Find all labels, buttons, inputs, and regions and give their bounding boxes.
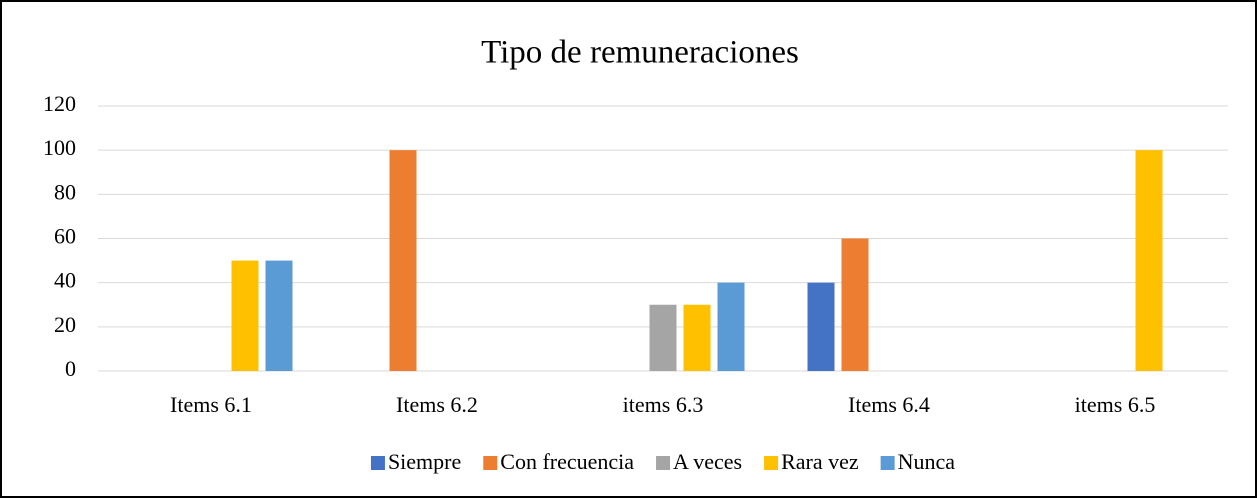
y-tick-label: 20: [54, 312, 76, 337]
y-tick-label: 120: [43, 91, 76, 116]
legend-label: Siempre: [388, 449, 461, 474]
y-tick-label: 60: [54, 224, 76, 249]
x-tick-label: Items 6.4: [848, 392, 930, 417]
bar: [649, 304, 677, 371]
legend-label: Rara vez: [781, 449, 859, 474]
bar: [717, 282, 745, 371]
bar: [841, 238, 869, 371]
legend-swatch: [656, 456, 671, 470]
bar: [265, 260, 293, 371]
bar: [807, 282, 835, 371]
legend-label: Con frecuencia: [500, 449, 634, 474]
legend-swatch: [483, 456, 498, 470]
y-tick-label: 0: [65, 356, 76, 381]
x-tick-label: Items 6.2: [396, 392, 478, 417]
chart-title: Tipo de remuneraciones: [481, 35, 799, 71]
bar: [683, 304, 711, 371]
x-tick-label: Items 6.1: [170, 392, 252, 417]
legend-label: A veces: [673, 449, 742, 474]
bar: [1135, 150, 1163, 371]
x-tick-label: items 6.5: [1075, 392, 1156, 417]
x-tick-label: items 6.3: [623, 392, 704, 417]
y-tick-label: 40: [54, 268, 76, 293]
y-tick-label: 80: [54, 179, 76, 204]
legend-swatch: [370, 456, 385, 470]
legend-swatch: [764, 456, 779, 470]
y-tick-label: 100: [43, 135, 76, 160]
legend-swatch: [880, 456, 895, 470]
legend-label: Nunca: [898, 449, 956, 474]
bar: [389, 150, 417, 371]
bar: [231, 260, 259, 371]
